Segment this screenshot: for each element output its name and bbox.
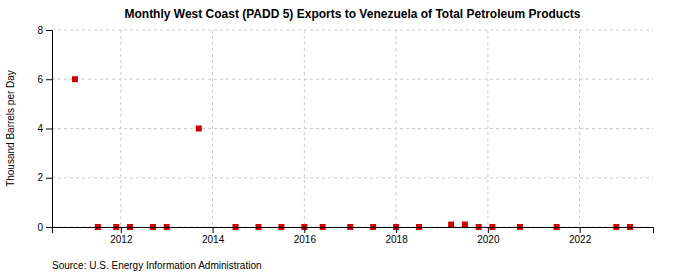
annotation: Source: U.S. Energy Information Administ… [52,260,262,271]
x-grid-line [212,30,213,227]
y-axis-tick: 6 [37,74,52,85]
y-axis-tick: 2 [37,172,52,183]
y-axis-tick-mark [46,178,52,179]
x-axis-tick-label: 2016 [294,234,317,245]
y-grid-line [52,128,653,129]
y-axis-tick-mark [46,79,52,80]
y-axis-tick-label: 2 [37,172,43,183]
point [448,222,454,228]
point [196,126,202,132]
y-grid-line [52,177,653,178]
points [72,76,633,230]
y-axis-tick: 8 [37,25,52,36]
grid [52,30,653,227]
y-grid-line [52,79,653,80]
x-axis-tick-label: 2018 [385,234,408,245]
x-grid-line [579,30,580,227]
x-axis-tick-label: 2020 [477,234,500,245]
y-axis-tick: 0 [37,222,52,233]
x-axis-tick: 2012 [110,227,133,245]
x-axis-line [53,228,654,234]
y-axis-tick-label: 0 [37,222,43,233]
x-axis-tick: 2020 [477,227,500,245]
y-axis-tick-label: 4 [37,123,43,134]
y-axis-tick-label: 8 [37,25,43,36]
x-axis-tick-mark [580,227,581,233]
point [72,76,78,82]
y-axis-tick-mark [46,30,52,31]
x-axis-tick-mark [488,227,489,233]
x-axis-tick-mark [396,227,397,233]
x-axis-tick: 2014 [202,227,225,245]
x-axis-tick: 2016 [294,227,317,245]
point [462,222,468,228]
x-axis: 2012 2014 2016 2018 2020 2022 [53,227,654,245]
y-axis-tick-mark [46,129,52,130]
x-axis-tick-label: 2022 [569,234,592,245]
x-axis-tick-mark [213,227,214,233]
y-axis-title: Thousand Barrels per Day [5,70,16,187]
x-axis-tick: 2022 [569,227,592,245]
x-axis-tick-mark [304,227,305,233]
title: Monthly West Coast (PADD 5) Exports to V… [124,7,580,21]
y-axis-tick-mark [46,227,52,228]
x-axis-tick-mark [121,227,122,233]
x-axis-tick-label: 2012 [110,234,133,245]
x-grid-line [487,30,488,227]
x-axis-tick: 2018 [385,227,408,245]
y-axis: 0 2 4 6 8 [37,25,52,233]
y-axis-tick-label: 6 [37,74,43,85]
y-axis-line [46,31,53,228]
x-axis-tick-label: 2014 [202,234,225,245]
chart: 2012 2014 2016 2018 2020 2022 0 2 4 6 8 Monthly Wes… [0,0,675,275]
plot: 2012 2014 2016 2018 2020 2022 0 2 4 6 8 [37,25,653,245]
y-axis-tick: 4 [37,123,52,134]
y-grid-line [52,30,653,31]
